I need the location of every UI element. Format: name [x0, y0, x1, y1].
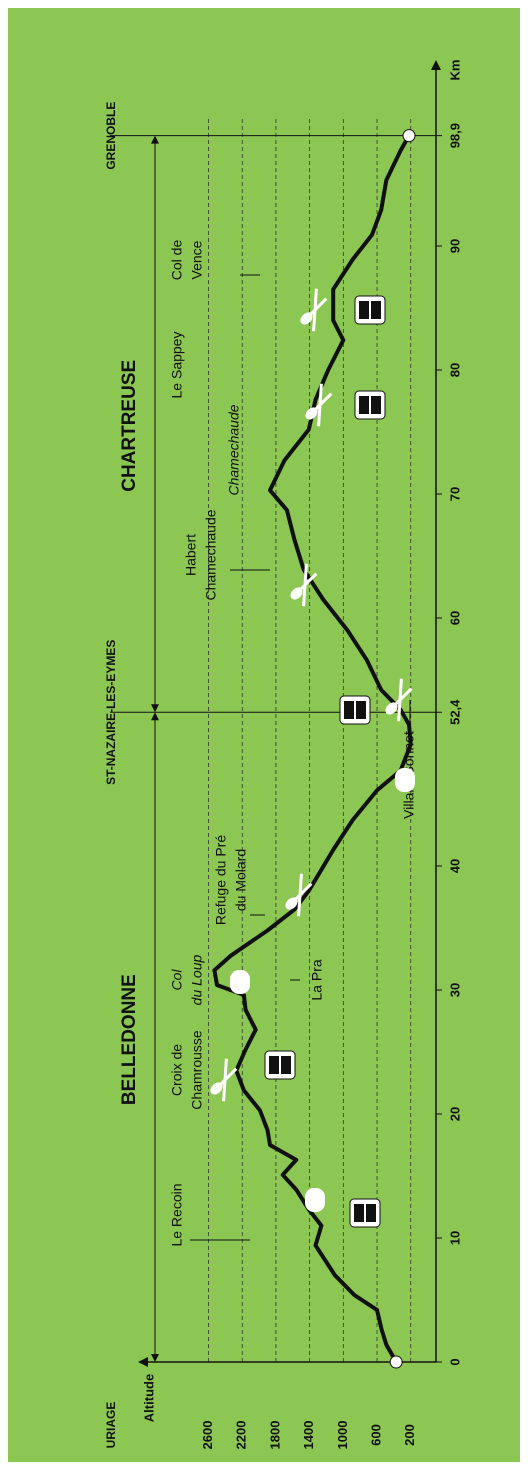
region-label: CHARTREUSE	[119, 360, 140, 492]
spoon	[305, 407, 318, 420]
annotation: Refuge du Pré	[213, 835, 229, 925]
refuge-icon	[395, 768, 415, 792]
spoon	[285, 897, 298, 910]
region-label: BELLEDONNE	[119, 974, 140, 1105]
restaurant-icon	[210, 1058, 238, 1102]
fork	[317, 383, 323, 427]
y-tick-label: 200	[402, 1424, 417, 1446]
y-tick-label: 1000	[335, 1421, 350, 1450]
profile-line	[212, 134, 413, 1363]
restaurant-icon	[290, 563, 318, 607]
background	[8, 8, 520, 1462]
endpoint-marker	[402, 129, 416, 143]
x-tick-label: 20	[447, 1107, 462, 1121]
fork	[397, 678, 403, 722]
x-tick-label: 98,9	[447, 123, 462, 148]
annotation: Chamrousse	[189, 1030, 205, 1110]
y-tick-label: 1400	[301, 1421, 316, 1450]
x-tick-label: 40	[447, 859, 462, 873]
bus-icon	[349, 1198, 381, 1228]
annotation: Le Recoin	[169, 1183, 185, 1246]
fork	[222, 1058, 228, 1102]
x-tick-label: 80	[447, 363, 462, 377]
fork	[312, 288, 318, 332]
x-tick-label: 60	[447, 611, 462, 625]
annotation: Col	[169, 969, 185, 991]
annotation: La Pra	[309, 959, 325, 1000]
spoon	[290, 587, 303, 600]
x-axis-label: Km	[447, 60, 462, 81]
spoon	[385, 702, 398, 715]
spoon	[210, 1082, 223, 1095]
endpoint-marker	[389, 1355, 403, 1369]
spoon	[300, 312, 313, 325]
restaurant-icon	[305, 383, 333, 427]
annotation: du Molard	[233, 849, 249, 911]
y-tick-label: 600	[368, 1424, 383, 1446]
restaurant-icon	[300, 288, 328, 332]
annotation: du Loup	[189, 954, 205, 1005]
x-tick-label: 30	[447, 983, 462, 997]
x-axis-arrow	[431, 60, 441, 70]
refuge-icon	[305, 1188, 325, 1212]
y-tick-label: 2600	[200, 1421, 215, 1450]
annotation: Chamechaude	[203, 509, 219, 600]
annotation: Vence	[189, 240, 205, 279]
restaurant-icon	[385, 678, 413, 722]
y-axis-label: Altitude	[141, 1374, 156, 1422]
x-tick-label: 52,4	[447, 699, 462, 725]
bus-icon	[339, 695, 371, 725]
restaurant-icon	[285, 873, 313, 917]
x-tick-label: 10	[447, 1231, 462, 1245]
endpoint-label: ST-NAZAIRE-LES-EYMES	[104, 640, 118, 785]
y-tick-label: 1800	[267, 1421, 282, 1450]
bus-icon	[354, 295, 386, 325]
x-tick-label: 90	[447, 239, 462, 253]
x-tick-label: 0	[447, 1358, 462, 1365]
annotation: Habert	[183, 534, 199, 576]
x-tick-label: 70	[447, 487, 462, 501]
fork	[302, 563, 308, 607]
y-tick-label: 2200	[234, 1421, 249, 1450]
bus-icon	[354, 390, 386, 420]
annotation: Col de	[169, 240, 185, 281]
plot: 200 600 1000 1400 1800 2200 2600 0 10 20 30 40 52,4 6…	[104, 60, 462, 1450]
annotation: Croix de	[169, 1044, 185, 1096]
bus-icon	[264, 1050, 296, 1080]
annotation: Le Sappey	[169, 332, 185, 399]
y-axis-arrow	[138, 1357, 148, 1367]
annotation: Chamechaude	[226, 404, 242, 495]
endpoint-label: URIAGE	[104, 1402, 118, 1449]
refuge-icon	[230, 970, 250, 994]
fork	[297, 873, 303, 917]
endpoint-label: GRENOBLE	[104, 102, 118, 170]
